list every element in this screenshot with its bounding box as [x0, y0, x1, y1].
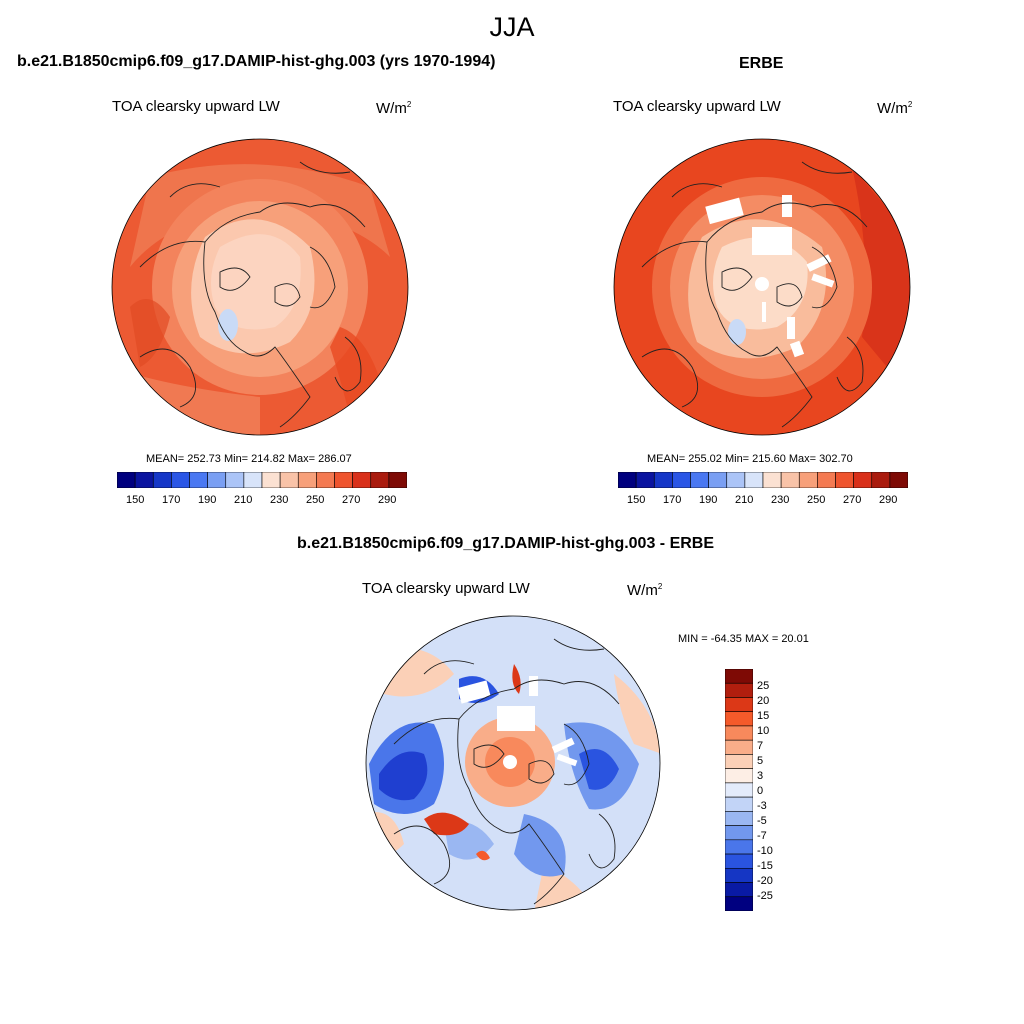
- panel-3-polar-map: [365, 615, 661, 911]
- colorbar-swatch: [171, 472, 190, 488]
- colorbar-swatch: [725, 825, 753, 841]
- panel-3-colorbar-label-3: 3: [757, 770, 764, 782]
- panel-3-colorbar-label-10: 10: [757, 725, 770, 737]
- panel-3-units: W/m2: [627, 582, 663, 599]
- panel-3-colorbar-label-neg5: -5: [757, 815, 767, 827]
- panel-3-header: b.e21.B1850cmip6.f09_g17.DAMIP-hist-ghg.…: [297, 535, 715, 552]
- panel-1-header: b.e21.B1850cmip6.f09_g17.DAMIP-hist-ghg.…: [17, 53, 496, 70]
- panel-2-stats: MEAN= 255.02 Min= 215.60 Max= 302.70: [647, 453, 853, 465]
- panel-1-colorbar-label-290: 290: [378, 494, 397, 506]
- panel-2-variable: TOA clearsky upward LW: [613, 98, 781, 115]
- colorbar-swatch: [690, 472, 709, 488]
- colorbar-swatch: [117, 472, 136, 488]
- panel-3-colorbar-label-7: 7: [757, 740, 764, 752]
- panel-1-colorbar-label-270: 270: [342, 494, 361, 506]
- colorbar-swatch: [725, 768, 753, 784]
- colorbar-swatch: [189, 472, 208, 488]
- colorbar-swatch: [871, 472, 891, 488]
- colorbar-swatch: [725, 853, 753, 869]
- colorbar-swatch: [708, 472, 728, 488]
- panel-3-colorbar-label-neg7: -7: [757, 830, 767, 842]
- colorbar-swatch: [352, 472, 372, 488]
- panel-3-colorbar-label-0: 0: [757, 785, 764, 797]
- colorbar-swatch: [243, 472, 263, 488]
- colorbar-swatch: [889, 472, 908, 488]
- colorbar-swatch: [297, 472, 317, 488]
- colorbar-swatch: [152, 472, 172, 488]
- panel-3-colorbar-label-neg3: -3: [757, 800, 767, 812]
- colorbar-swatch: [725, 725, 753, 741]
- panel-3-colorbar-label-neg20: -20: [757, 875, 773, 887]
- colorbar-swatch: [744, 472, 764, 488]
- colorbar-swatch: [725, 697, 753, 713]
- colorbar-swatch: [134, 472, 154, 488]
- colorbar-swatch: [725, 839, 753, 855]
- colorbar-swatch: [261, 472, 281, 488]
- colorbar-swatch: [725, 867, 753, 883]
- panel-1-polar-map: [111, 138, 409, 436]
- panel-1-colorbar-label-150: 150: [126, 494, 145, 506]
- colorbar-swatch: [762, 472, 782, 488]
- panel-2-colorbar-label-250: 250: [807, 494, 826, 506]
- colorbar-swatch: [334, 472, 353, 488]
- panel-2-colorbar-label-210: 210: [735, 494, 754, 506]
- panel-1-variable: TOA clearsky upward LW: [112, 98, 280, 115]
- colorbar-swatch: [725, 782, 753, 798]
- colorbar-swatch: [835, 472, 854, 488]
- colorbar-swatch: [725, 739, 753, 755]
- panel-2-colorbar-label-270: 270: [843, 494, 862, 506]
- panel-3-colorbar-label-neg15: -15: [757, 860, 773, 872]
- panel-3-colorbar-label-25: 25: [757, 680, 770, 692]
- colorbar-swatch: [207, 472, 227, 488]
- main-title: JJA: [489, 12, 535, 42]
- panel-1-stats: MEAN= 252.73 Min= 214.82 Max= 286.07: [146, 453, 352, 465]
- panel-1-colorbar-label-230: 230: [270, 494, 289, 506]
- colorbar-swatch: [672, 472, 691, 488]
- panel-1-colorbar-label-190: 190: [198, 494, 217, 506]
- panel-1-colorbar-label-170: 170: [162, 494, 181, 506]
- colorbar-swatch: [618, 472, 637, 488]
- colorbar-swatch: [725, 754, 753, 769]
- panel-3-colorbar-label-5: 5: [757, 755, 764, 767]
- colorbar-swatch: [725, 882, 753, 898]
- panel-3-colorbar-label-20: 20: [757, 695, 770, 707]
- panel-1-colorbar-label-210: 210: [234, 494, 253, 506]
- panel-2-colorbar-label-170: 170: [663, 494, 682, 506]
- colorbar-swatch: [388, 472, 407, 488]
- panel-2-colorbar-label-150: 150: [627, 494, 646, 506]
- panel-2-colorbar: [618, 472, 908, 488]
- panel-3-colorbar-label-15: 15: [757, 710, 770, 722]
- panel-1-colorbar-label-250: 250: [306, 494, 325, 506]
- panel-3-stats: MIN = -64.35 MAX = 20.01: [678, 633, 809, 645]
- panel-2-polar-map: [613, 138, 911, 436]
- panel-1-colorbar: [117, 472, 407, 488]
- colorbar-swatch: [725, 796, 753, 812]
- panel-3-colorbar: [725, 669, 753, 911]
- colorbar-swatch: [817, 472, 836, 488]
- colorbar-swatch: [725, 896, 753, 911]
- panel-2-units: W/m2: [877, 100, 913, 117]
- panel-2-header: ERBE: [739, 55, 784, 72]
- colorbar-swatch: [370, 472, 390, 488]
- panel-3-colorbar-label-neg10: -10: [757, 845, 773, 857]
- colorbar-swatch: [726, 472, 746, 488]
- panel-2-colorbar-label-230: 230: [771, 494, 790, 506]
- panel-3-variable: TOA clearsky upward LW: [362, 580, 530, 597]
- colorbar-swatch: [635, 472, 655, 488]
- panel-2-colorbar-label-190: 190: [699, 494, 718, 506]
- colorbar-swatch: [853, 472, 873, 488]
- colorbar-swatch: [725, 811, 753, 826]
- colorbar-swatch: [725, 669, 753, 684]
- panel-3-colorbar-label-neg25: -25: [757, 890, 773, 902]
- colorbar-swatch: [798, 472, 818, 488]
- colorbar-swatch: [316, 472, 335, 488]
- colorbar-swatch: [653, 472, 673, 488]
- colorbar-swatch: [725, 711, 753, 727]
- colorbar-swatch: [279, 472, 299, 488]
- panel-2-colorbar-label-290: 290: [879, 494, 898, 506]
- colorbar-swatch: [725, 682, 753, 698]
- colorbar-swatch: [780, 472, 800, 488]
- colorbar-swatch: [225, 472, 245, 488]
- panel-1-units: W/m2: [376, 100, 412, 117]
